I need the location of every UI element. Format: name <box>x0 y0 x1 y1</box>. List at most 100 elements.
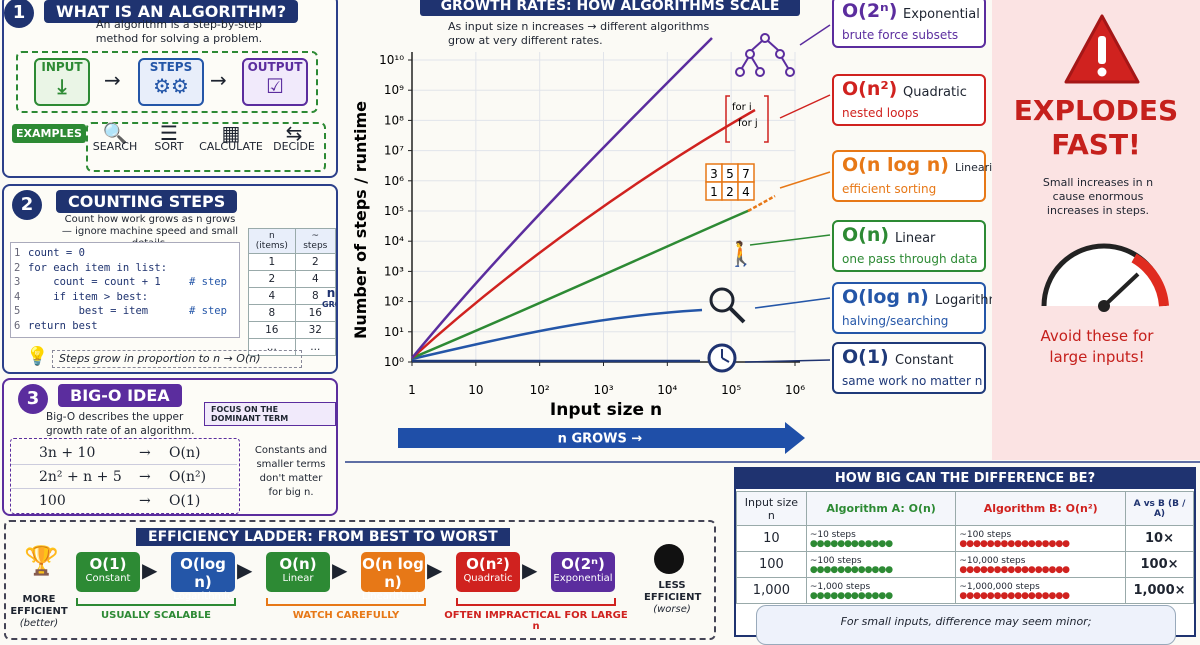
ladder-step: O(n²) Quadratic <box>456 552 520 592</box>
header-cell: A vs B (B / A) <box>1125 491 1194 526</box>
code-text: for each item in list: <box>28 261 168 274</box>
icon: ☑ <box>266 74 284 98</box>
y-tick-label: 10⁸ <box>384 113 404 127</box>
code-text: count = 0 <box>28 247 85 259</box>
code-text: if item > best: <box>28 290 149 303</box>
notation: O(n²) <box>842 78 898 100</box>
section-title: COUNTING STEPS <box>56 190 238 213</box>
example: 🔍 SEARCH <box>90 123 140 154</box>
grows-text: GROWS <box>322 300 336 309</box>
complexity-desc: efficient sorting <box>842 182 937 196</box>
cell: 100× <box>1125 551 1194 578</box>
ladder-step: O(log n) Logarithmic <box>171 552 235 602</box>
title-bg <box>420 0 800 16</box>
notation: O(1) <box>842 346 889 368</box>
step-notation: O(log n) <box>180 555 226 591</box>
complexity-desc: brute force subsets <box>842 28 959 42</box>
chart-title: GROWTH RATES: HOW ALGORITHMS SCALE <box>441 0 780 14</box>
loop-text: for j <box>738 118 758 129</box>
x-tick-label: 10⁴ <box>657 383 677 397</box>
ladder-step: O(1) Constant <box>76 552 140 592</box>
cell: ~100 steps ●●●●●●●●●●●●●●●● <box>955 525 1127 552</box>
dot-row: ●●●●●●●●●●●●●●●● <box>959 564 1070 575</box>
dot-row: ●●●●●●●●●●●● <box>809 538 893 549</box>
y-tick-label: 10⁴ <box>384 234 404 248</box>
curve-quadratic <box>411 108 756 359</box>
arrow: → <box>139 493 151 509</box>
cell-text: 10× <box>1145 531 1174 546</box>
cell-text: ~10 steps <box>809 529 856 540</box>
example: ☰ SORT <box>144 123 194 154</box>
example: ⇆ DECIDE <box>266 123 322 154</box>
ladder-step: O(2ⁿ) Exponential <box>551 552 615 592</box>
line-number: 6 <box>14 319 21 332</box>
bulb-icon: 💡 <box>26 346 49 367</box>
y-tick-label: 10⁵ <box>384 204 404 218</box>
cell: ~1,000,000 steps ●●●●●●●●●●●●●●●● <box>955 577 1127 604</box>
flow-box: OUTPUT ☑ <box>242 58 308 106</box>
arrow: ▶ <box>427 558 443 582</box>
step-name: Exponential <box>553 573 613 584</box>
complexity-name: Constant <box>895 353 954 368</box>
row: 10 ~10 steps ●●●●●●●●●●●● ~100 steps ●●●●●●●… <box>736 525 1194 552</box>
pointer <box>754 297 831 309</box>
examples-label: EXAMPLES <box>12 124 86 143</box>
x-tick-label: 1 <box>408 383 416 397</box>
header-row: n (items) ~ steps <box>248 228 336 254</box>
warning-title: EXPLODES FAST! <box>1013 94 1179 161</box>
bigo-row: 3n + 10 → O(n) <box>11 443 237 465</box>
ladder-title: EFFICIENCY LADDER: FROM BEST TO WORST <box>136 528 510 546</box>
line-number: 4 <box>14 290 21 303</box>
cell-text: 100 <box>758 557 784 572</box>
complexity-card: O(n) Linear one pass through data <box>832 220 986 272</box>
bomb-icon <box>654 544 684 574</box>
group-bracket <box>266 598 426 606</box>
example-label: SORT <box>154 140 184 153</box>
warning-icon <box>1064 14 1140 84</box>
result: O(1) <box>169 493 201 509</box>
pointer <box>744 359 831 363</box>
x-tick-label: 10² <box>530 383 550 397</box>
step-name: Linearithmic <box>361 591 425 602</box>
magnifier-icon <box>709 287 735 313</box>
complexity-card: O(log n) Logarithmic halving/searching <box>832 282 1012 334</box>
examples-frame <box>86 122 326 172</box>
speedometer-icon <box>1041 243 1169 312</box>
y-tick-label: 10⁶ <box>384 174 404 188</box>
cell-text: 1,000 <box>752 583 791 598</box>
comparison-title: HOW BIG CAN THE DIFFERENCE BE? <box>736 469 1194 489</box>
comparison-panel: HOW BIG CAN THE DIFFERENCE BE? Input siz… <box>734 467 1196 645</box>
line-number: 3 <box>14 276 21 288</box>
grid-digit: 5 <box>726 167 734 181</box>
grid-digit: 7 <box>742 167 750 181</box>
arrow: → <box>104 68 121 92</box>
group-label: OFTEN IMPRACTICAL FOR LARGE n <box>444 610 628 632</box>
expression: 2n² + n + 5 <box>39 469 122 485</box>
dot-row: ●●●●●●●●●●●● <box>809 590 893 601</box>
arrow: ▶ <box>522 558 538 582</box>
warning-panel: EXPLODES FAST! Small increases in n caus… <box>992 0 1200 460</box>
note: Constants and smaller terms don't matter… <box>254 445 328 498</box>
complexity-card: O(2ⁿ) Exponential brute force subsets <box>832 0 986 48</box>
icon: ▦ <box>221 121 241 145</box>
header-cell: ~ steps <box>294 228 336 254</box>
y-tick-label: 10⁷ <box>384 144 404 158</box>
section-text: An algorithm is a step-by-step method fo… <box>95 18 263 45</box>
cell: 1,000 <box>736 577 807 604</box>
ladder-right: LESS EFFICIENT (worse) <box>644 580 701 616</box>
warning-note: Avoid these for large inputs! <box>1040 327 1154 366</box>
section-number: 3 <box>18 384 48 414</box>
example-label: SEARCH <box>92 140 138 153</box>
cell: 8 <box>294 287 336 305</box>
grid-digit: 4 <box>742 185 750 199</box>
grows-arrow <box>398 422 805 454</box>
complexity-desc: one pass through data <box>842 252 978 266</box>
header-cell: Algorithm B: O(n²) <box>955 491 1127 526</box>
cell-text: ~100 steps <box>959 529 1012 540</box>
code-line: 3 count = count + 1 # step <box>14 275 236 290</box>
line-number: 1 <box>14 247 21 259</box>
bigo-row: 2n² + n + 5 → O(n²) <box>11 467 237 489</box>
flow-label: INPUT <box>41 60 83 74</box>
grid-cell <box>737 181 755 201</box>
